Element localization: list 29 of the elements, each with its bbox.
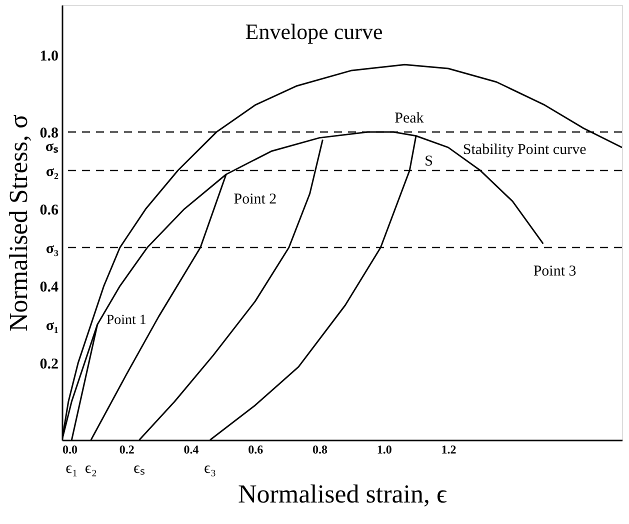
annotation: Stability Point curve bbox=[462, 142, 587, 158]
annotation: ϵ₁ bbox=[66, 460, 78, 477]
y-tick-label: σ₂ bbox=[46, 164, 60, 180]
y-tick-label: σₛ bbox=[45, 139, 58, 156]
y-axis-title: Normalised Stress, σ bbox=[4, 114, 33, 332]
x-tick-label: 1.2 bbox=[441, 442, 456, 456]
y-tick-label: σ₁ bbox=[46, 318, 58, 334]
y-tick-label: 0.4 bbox=[40, 280, 59, 296]
x-tick-label: 1.0 bbox=[376, 442, 392, 456]
x-tick-label: 0.6 bbox=[248, 442, 264, 456]
annotation: ϵₛ bbox=[134, 460, 145, 477]
annotation: ϵ₃ bbox=[204, 460, 216, 477]
y-tick-label: 0.2 bbox=[40, 356, 58, 373]
y-tick-label: σ₃ bbox=[46, 241, 60, 258]
annotation: Point 1 bbox=[106, 313, 146, 328]
y-tick-label: 0.8 bbox=[40, 126, 58, 142]
annotation: Point 2 bbox=[234, 192, 277, 208]
x-tick-label: 0.2 bbox=[119, 442, 134, 456]
x-tick-label: 0.0 bbox=[62, 442, 78, 456]
annotation: Peak bbox=[394, 110, 424, 126]
annotation: Envelope curve bbox=[245, 19, 383, 44]
annotation: ϵ₂ bbox=[84, 460, 97, 477]
x-tick-label: 0.8 bbox=[312, 442, 328, 456]
x-tick-label: 0.4 bbox=[184, 442, 199, 456]
y-tick-label: 0.6 bbox=[40, 202, 59, 219]
x-axis-title: Normalised strain, ϵ bbox=[238, 480, 448, 508]
y-tick-label: 1.0 bbox=[40, 48, 58, 65]
annotation: Point 3 bbox=[533, 264, 576, 280]
annotation: S bbox=[424, 153, 433, 170]
